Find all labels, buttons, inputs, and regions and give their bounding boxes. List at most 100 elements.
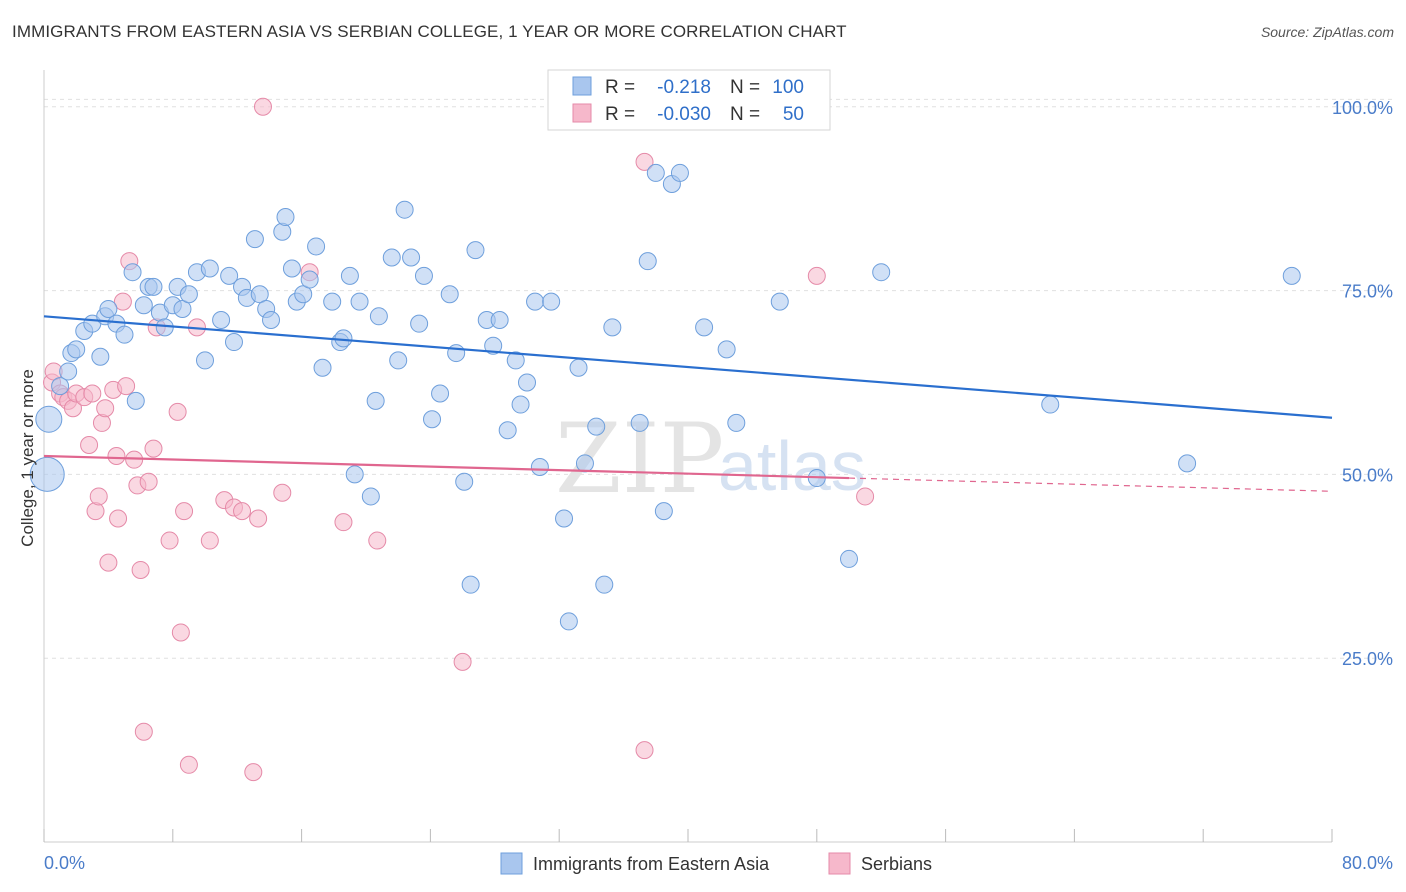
eastern-asia-point: [300, 270, 319, 289]
legend-r-label-pink: R =: [605, 104, 635, 125]
eastern-asia-point: [542, 292, 561, 311]
legend-r-value-blue: -0.218: [657, 77, 711, 98]
eastern-asia-point: [389, 351, 408, 370]
eastern-asia-point: [717, 340, 736, 359]
eastern-asia-point: [431, 384, 450, 403]
eastern-asia-point: [695, 318, 714, 337]
serbians-point: [86, 502, 105, 521]
chart-title: IMMIGRANTS FROM EASTERN ASIA VS SERBIAN …: [12, 22, 847, 41]
eastern-asia-point: [402, 248, 421, 267]
serbians-point: [200, 531, 219, 550]
eastern-asia-point: [313, 358, 332, 377]
eastern-asia-point: [340, 266, 359, 285]
eastern-asia-point: [382, 248, 401, 267]
eastern-asia-point: [872, 263, 891, 282]
eastern-asia-point: [91, 347, 110, 366]
serbians-point: [273, 483, 292, 502]
eastern-asia-point: [440, 285, 459, 304]
eastern-asia-point: [1178, 454, 1197, 473]
eastern-asia-point: [466, 241, 485, 260]
eastern-asia-point: [575, 454, 594, 473]
serbians-point: [253, 97, 272, 116]
eastern-asia-point: [840, 549, 858, 568]
series-legend-swatch-blue: [500, 852, 523, 875]
legend-n-label-pink: N =: [730, 104, 760, 125]
series-legend: Immigrants from Eastern Asia Serbians: [500, 852, 932, 875]
eastern-asia-point: [282, 259, 301, 278]
eastern-asia-point: [423, 410, 442, 429]
eastern-asia-point: [212, 310, 231, 329]
eastern-asia-point: [307, 237, 326, 256]
eastern-asia-point: [603, 318, 622, 337]
serbians-point: [179, 755, 198, 774]
x-tick-label-min: 0.0%: [44, 853, 85, 873]
trend-lines: [43, 315, 1333, 492]
serbians-point: [92, 413, 111, 432]
serbians-point: [96, 399, 115, 418]
eastern-asia-point: [67, 340, 86, 359]
stats-legend-box: [547, 69, 831, 131]
serbians-point: [134, 722, 153, 741]
x-ticks: [43, 829, 1333, 842]
eastern-asia-point: [410, 314, 429, 333]
serbians-point: [368, 531, 387, 550]
eastern-asia-point: [484, 336, 503, 355]
serbians-point: [160, 531, 179, 550]
serbians-point: [109, 509, 128, 528]
y-tick-label: 100.0%: [1332, 98, 1393, 118]
eastern-asia-point: [29, 456, 65, 492]
serbians-point: [171, 623, 190, 642]
eastern-asia-point: [770, 292, 789, 311]
serbians-points: [43, 97, 875, 782]
serbians-point: [80, 435, 99, 454]
serbians-point: [249, 509, 268, 528]
y-tick-labels: 25.0% 50.0% 75.0% 100.0%: [1332, 98, 1393, 669]
legend-swatch-pink: [572, 103, 592, 123]
y-axis-title: College, 1 year or more: [18, 369, 37, 547]
eastern-asia-point: [414, 266, 433, 285]
watermark-atlas: atlas: [718, 427, 866, 505]
eastern-asia-point: [654, 502, 673, 521]
legend-r-label-blue: R =: [605, 77, 635, 98]
legend-swatch-blue: [572, 76, 592, 96]
source-label: Source: ZipAtlas.com: [1260, 24, 1394, 40]
eastern-asia-point: [345, 465, 364, 484]
trend-line-serbians: [43, 454, 850, 480]
series-legend-label-blue: Immigrants from Eastern Asia: [533, 854, 770, 874]
eastern-asia-point: [506, 351, 525, 370]
eastern-asia-point: [179, 285, 198, 304]
eastern-asia-point: [526, 292, 545, 311]
serbians-point: [856, 487, 875, 506]
eastern-asia-point: [323, 292, 342, 311]
x-tick-label-max: 80.0%: [1342, 853, 1393, 873]
eastern-asia-point: [196, 351, 214, 370]
eastern-asia-point: [530, 458, 549, 477]
serbians-point: [117, 377, 136, 396]
trend-line-eastern-asia: [43, 315, 1333, 419]
serbians-point: [113, 292, 132, 311]
serbians-point: [139, 472, 158, 491]
eastern-asia-point: [587, 417, 606, 436]
series-legend-label-pink: Serbians: [861, 854, 932, 874]
legend-n-value-blue: 100: [772, 77, 804, 98]
serbians-point: [83, 384, 102, 403]
eastern-asia-point: [361, 487, 380, 506]
eastern-asia-point: [245, 230, 264, 249]
serbians-point: [453, 652, 472, 671]
eastern-asia-point: [126, 391, 145, 410]
y-tick-label: 75.0%: [1342, 282, 1393, 302]
eastern-asia-point: [1041, 395, 1060, 414]
serbians-point: [635, 741, 654, 760]
eastern-asia-point: [630, 413, 649, 432]
serbians-point: [635, 152, 654, 171]
eastern-asia-point: [276, 208, 295, 227]
legend-n-value-pink: 50: [783, 104, 804, 125]
eastern-asia-point: [638, 252, 657, 271]
serbians-point: [89, 487, 108, 506]
y-tick-label: 50.0%: [1342, 465, 1393, 485]
eastern-asia-point: [51, 377, 70, 396]
serbians-point: [107, 447, 126, 465]
eastern-asia-point: [569, 358, 588, 377]
serbians-point: [168, 402, 187, 421]
